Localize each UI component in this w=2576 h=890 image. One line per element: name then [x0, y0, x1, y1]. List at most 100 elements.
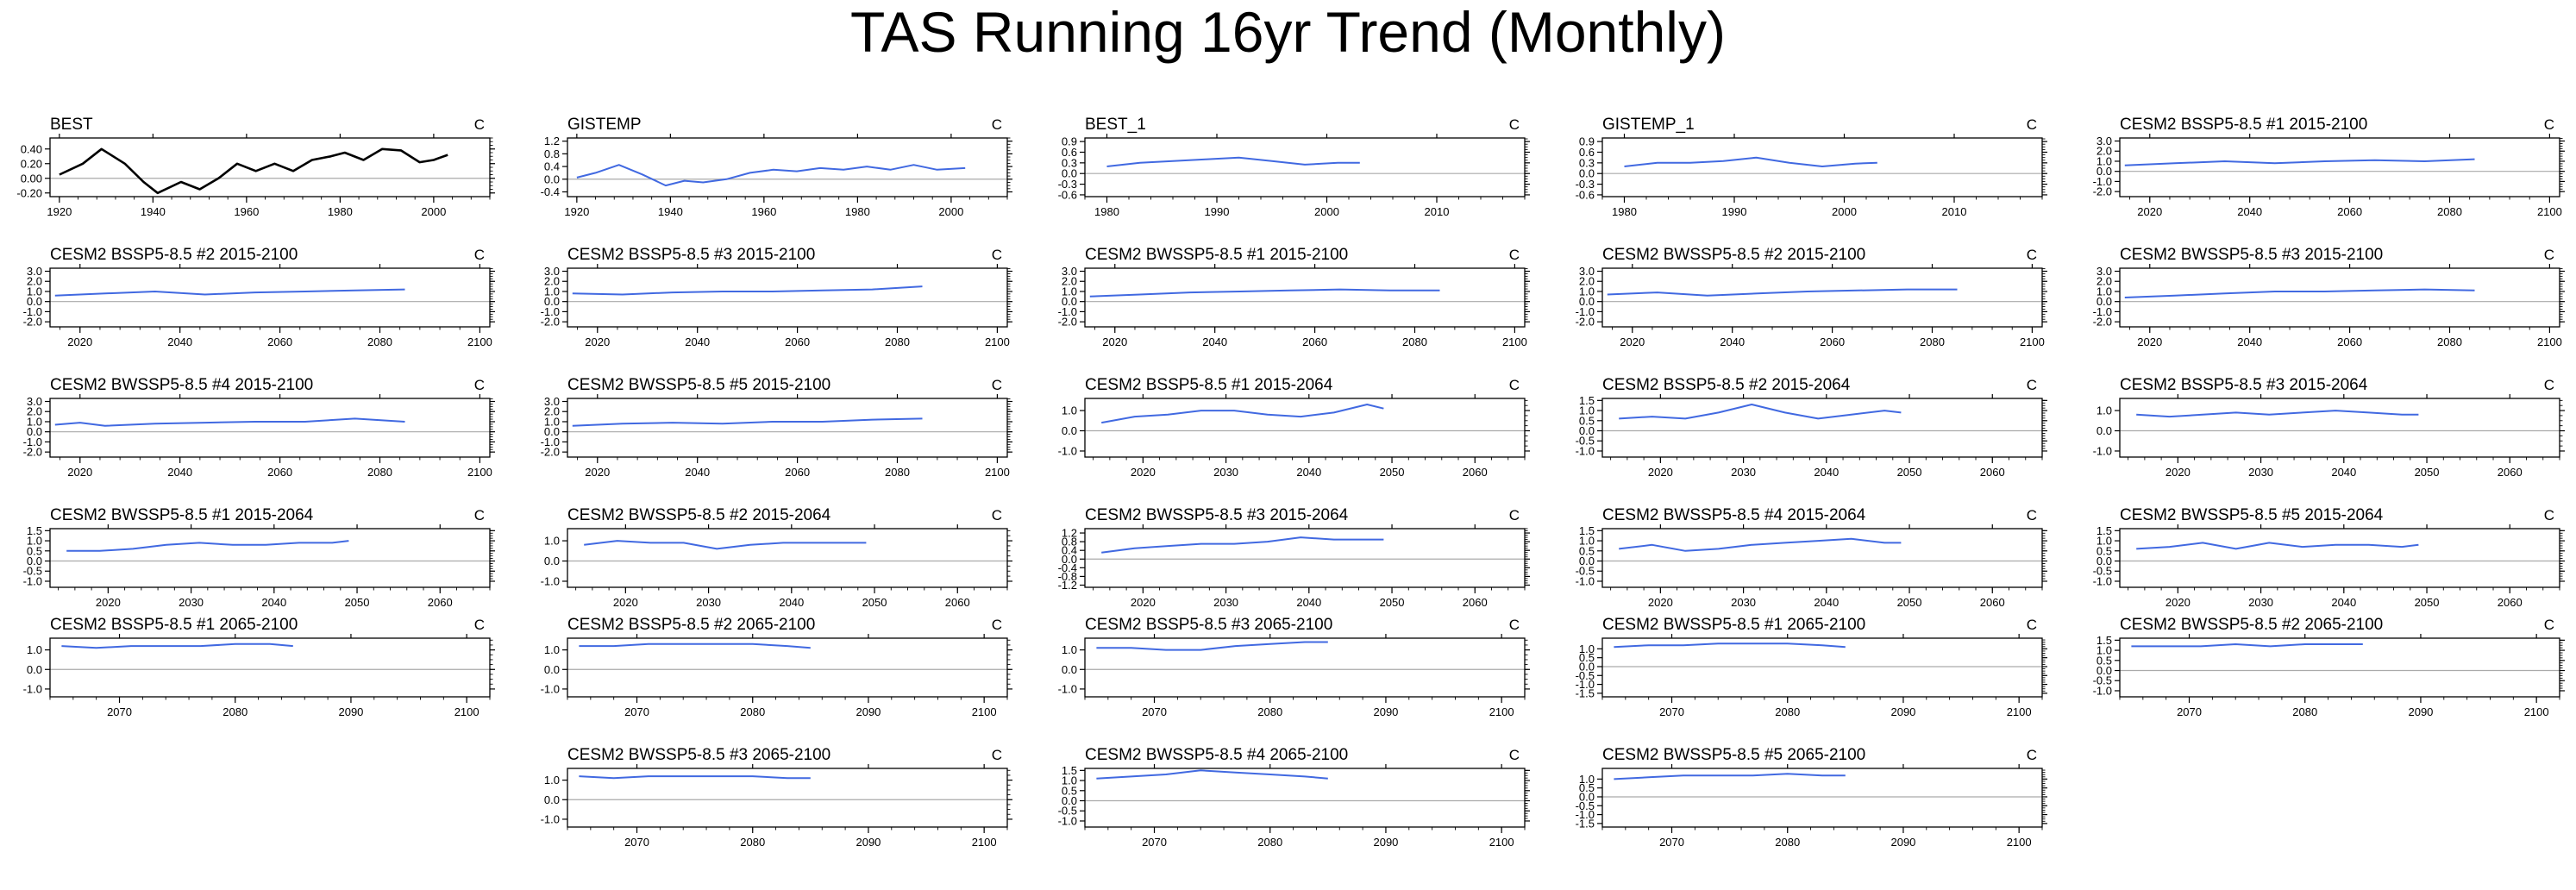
plot-frame [567, 137, 1008, 197]
y-tick-label: 2.0 [1062, 275, 1077, 288]
y-tick-label: 1.2 [1062, 527, 1077, 540]
series-line [1619, 404, 1902, 420]
y-tick-label: -1.0 [2093, 175, 2112, 188]
x-tick-label: 2030 [1731, 466, 1756, 479]
series-line [2124, 158, 2475, 166]
x-tick-label: 2100 [454, 705, 479, 718]
plot-frame [1601, 768, 2043, 828]
x-tick-label: 2080 [223, 705, 248, 718]
y-tick-label: -0.5 [23, 565, 42, 578]
plot-frame [567, 768, 1008, 828]
x-tick-label: 2080 [367, 335, 392, 348]
y-tick-label: 0.3 [1062, 156, 1077, 169]
chart-panel: CESM2 BWSSP5-8.5 #5 2015-2100 C 2020 2040 20… [541, 376, 1012, 479]
x-tick-label: 2030 [2248, 466, 2273, 479]
y-tick-label: 1.0 [1062, 404, 1077, 417]
x-tick-label: 2020 [585, 335, 610, 348]
chart-panel: CESM2 BWSSP5-8.5 #3 2015-2100 C 2020 2040 20… [2093, 246, 2565, 348]
x-tick-label: 2020 [1131, 596, 1156, 609]
panel-title: BEST_1 [1085, 116, 1146, 134]
x-tick-label: 2070 [1659, 705, 1684, 718]
y-tick-label: 1.5 [1062, 764, 1077, 777]
x-tick-label: 2050 [1897, 596, 1922, 609]
series-line [579, 775, 811, 780]
y-tick-label: -0.3 [1576, 178, 1595, 191]
plot-frame [1601, 528, 2043, 588]
x-tick-label: 2020 [2165, 596, 2191, 609]
y-tick-label: 0.0 [1062, 167, 1077, 180]
x-tick-label: 2100 [467, 335, 492, 348]
y-tick-label: 1.0 [27, 535, 42, 548]
y-tick-label: -1.0 [2093, 684, 2112, 697]
plot-frame [1601, 137, 2043, 197]
y-tick-label: -2.0 [23, 316, 42, 329]
y-tick-label: -1.0 [2093, 444, 2112, 457]
y-tick-label: 0.3 [1579, 156, 1595, 169]
x-tick-label: 2000 [421, 205, 446, 218]
unit-label: C [2544, 116, 2554, 133]
panel-title: CESM2 BWSSP5-8.5 #5 2015-2100 [567, 376, 830, 394]
x-tick-label: 2060 [1980, 596, 2005, 609]
y-tick-label: -1.2 [1058, 579, 1077, 592]
x-tick-label: 2070 [1659, 836, 1684, 849]
series-line [1614, 773, 1846, 780]
panel-title: CESM2 BSSP5-8.5 #2 2015-2064 [1602, 376, 1851, 394]
panel-title: CESM2 BWSSP5-8.5 #2 2015-2100 [1602, 246, 1865, 264]
series-line [576, 164, 966, 187]
x-tick-label: 2070 [624, 705, 649, 718]
panel-title: CESM2 BSSP5-8.5 #1 2015-2064 [1085, 376, 1333, 394]
y-tick-label: 0.0 [27, 425, 42, 438]
unit-label: C [2544, 247, 2554, 263]
x-tick-label: 2040 [2237, 205, 2262, 218]
chart-panel: CESM2 BWSSP5-8.5 #1 2015-2064 C 2020 2030 20… [23, 506, 495, 609]
chart-panel: CESM2 BSSP5-8.5 #3 2015-2100 C 2020 2040 206… [541, 246, 1012, 348]
series-line [1096, 641, 1328, 651]
x-tick-label: 2070 [624, 836, 649, 849]
y-tick-label: 0.0 [544, 663, 560, 676]
panel-title: CESM2 BWSSP5-8.5 #1 2015-2064 [50, 506, 314, 524]
panel-title: CESM2 BWSSP5-8.5 #4 2015-2100 [50, 376, 313, 394]
series-line [1101, 536, 1384, 554]
panel-title: CESM2 BWSSP5-8.5 #5 2015-2064 [2120, 506, 2384, 524]
x-tick-label: 2020 [1102, 335, 1127, 348]
plot-frame [1084, 267, 1526, 328]
x-tick-label: 2080 [1775, 836, 1800, 849]
unit-label: C [992, 377, 1002, 393]
x-tick-label: 2060 [267, 466, 292, 479]
x-tick-label: 2030 [696, 596, 721, 609]
chart-panel: CESM2 BSSP5-8.5 #1 2065-2100 C 2070 2080 209… [23, 616, 495, 718]
series-line [1096, 769, 1328, 780]
x-tick-label: 2030 [1213, 596, 1238, 609]
series-line [1101, 404, 1384, 424]
y-tick-label: 1.0 [27, 415, 42, 428]
panel-title: CESM2 BSSP5-8.5 #3 2015-2064 [2120, 376, 2368, 394]
y-tick-label: 0.5 [1579, 414, 1595, 427]
x-tick-label: 2100 [2020, 335, 2045, 348]
unit-label: C [2027, 747, 2037, 763]
unit-label: C [2027, 507, 2037, 523]
y-tick-label: 0.0 [544, 555, 560, 567]
plot-frame [1601, 398, 2043, 458]
x-tick-label: 2030 [1213, 466, 1238, 479]
y-tick-label: 1.0 [2097, 404, 2112, 417]
series-line [1607, 288, 1958, 297]
x-tick-label: 2080 [1920, 335, 1945, 348]
y-tick-label: -0.5 [1058, 805, 1077, 818]
plot-frame [2119, 528, 2560, 588]
y-tick-label: -1.0 [1576, 808, 1595, 821]
x-tick-label: 2060 [267, 335, 292, 348]
x-tick-label: 2080 [740, 836, 765, 849]
x-tick-label: 2040 [261, 596, 286, 609]
y-tick-label: 0.5 [2097, 544, 2112, 557]
y-tick-label: 0.0 [1579, 295, 1595, 308]
y-tick-label: -1.0 [1058, 444, 1077, 457]
x-tick-label: 2000 [938, 205, 963, 218]
x-tick-label: 2050 [2415, 596, 2440, 609]
x-tick-label: 2050 [2415, 466, 2440, 479]
unit-label: C [2027, 377, 2037, 393]
chart-panel: CESM2 BWSSP5-8.5 #5 2015-2064 C 2020 2030 20… [2093, 506, 2565, 609]
x-tick-label: 2080 [367, 466, 392, 479]
series-line [579, 642, 811, 649]
chart-panel: CESM2 BWSSP5-8.5 #1 2065-2100 C 2070 2080 20… [1576, 616, 2047, 718]
